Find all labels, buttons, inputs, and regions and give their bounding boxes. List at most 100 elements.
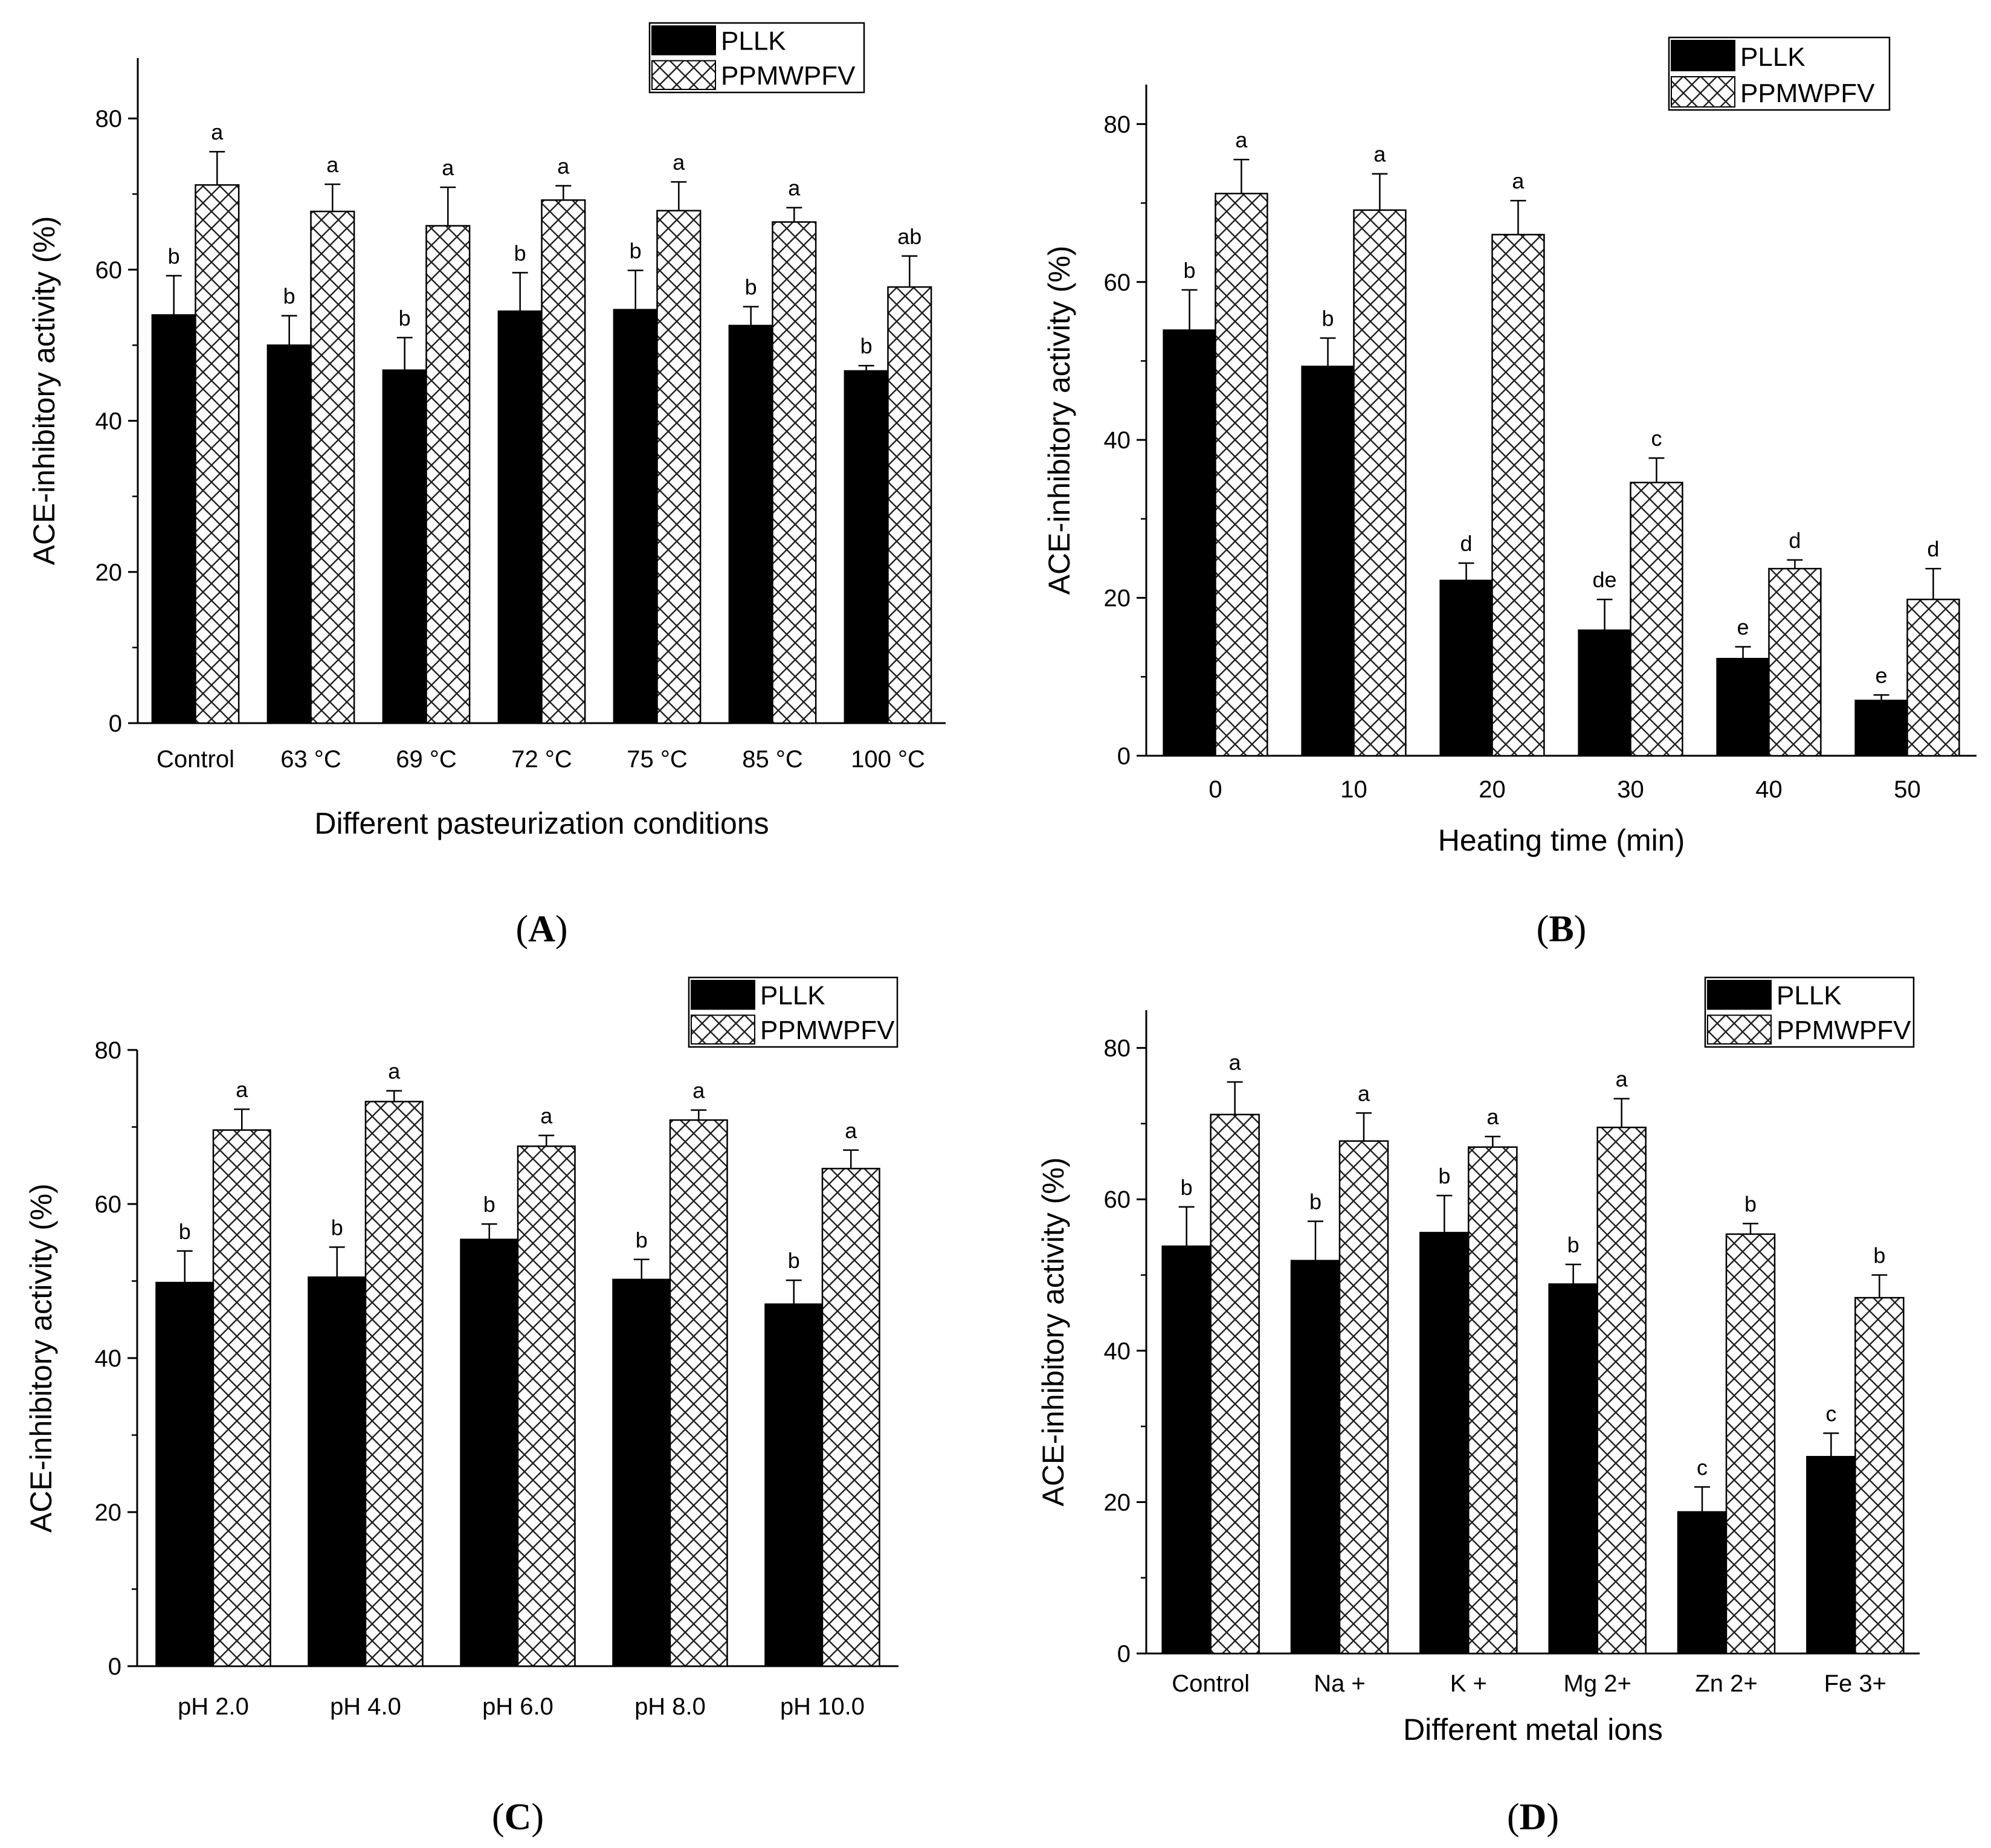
bar-pllk (1578, 629, 1631, 757)
bar-ppmwpfv (1215, 193, 1268, 757)
significance-letter: b (514, 240, 526, 265)
panel-D: 0 20 40 60 80 b a Control b a Na + b a K + b a Mg 2+ c b Zn… (1036, 976, 1920, 1838)
bar-ppmwpfv (1854, 1296, 1905, 1655)
bar-ppmwpfv (1768, 567, 1822, 757)
x-tick-label: Control (1172, 1670, 1250, 1697)
significance-letter: b (745, 275, 757, 300)
significance-letter: b (1567, 1232, 1580, 1257)
significance-letter: b (788, 1248, 800, 1273)
legend-label: PPMWPFV (1740, 79, 1875, 108)
legend-label: PLLK (1776, 981, 1842, 1011)
bar-pllk (1806, 1455, 1856, 1655)
bar-ppmwpfv (887, 286, 932, 724)
y-tick-label: 0 (1117, 743, 1131, 770)
bar-pllk (155, 1281, 215, 1667)
x-tick-label: 75 °C (627, 746, 688, 773)
bar-ppmwpfv (669, 1119, 728, 1667)
bar-ppmwpfv (1353, 209, 1407, 757)
bar-pllk (266, 344, 312, 724)
significance-letter: b (1184, 258, 1196, 283)
significance-letter: c (1651, 426, 1662, 451)
y-tick-label: 20 (1104, 1489, 1131, 1516)
x-tick-label: 40 (1755, 776, 1783, 803)
panel-letter: B (1549, 909, 1573, 950)
y-tick-label: 60 (95, 257, 123, 283)
y-tick-label: 20 (1104, 585, 1131, 612)
bar-pllk (1716, 657, 1770, 757)
x-tick-label: Fe 3+ (1824, 1670, 1886, 1697)
significance-letter: b (1181, 1175, 1193, 1200)
x-tick-label: 69 °C (396, 746, 457, 773)
bar-pllk (1677, 1511, 1728, 1655)
y-tick-label: 80 (95, 1037, 122, 1064)
x-tick-label: 50 (1894, 776, 1921, 803)
x-tick-label: 30 (1617, 776, 1644, 803)
bar-pllk (1290, 1260, 1341, 1655)
bar-ppmwpfv (1725, 1233, 1776, 1655)
bar-pllk (612, 1278, 671, 1667)
significance-letter: b (483, 1192, 495, 1217)
bar-ppmwpfv (195, 184, 240, 724)
bar-ppmwpfv (772, 221, 817, 724)
panel-letter: D (1520, 1797, 1547, 1838)
panel-label: (C) (492, 1797, 544, 1838)
bar-pllk (497, 310, 543, 724)
panel-label: (B) (1537, 909, 1587, 950)
x-tick-label: K + (1450, 1670, 1487, 1697)
significance-letter: a (1358, 1081, 1370, 1106)
legend-label: PLLK (760, 981, 825, 1011)
significance-letter: a (326, 152, 339, 177)
bar-pllk (1161, 1245, 1212, 1655)
bar-ppmwpfv (425, 225, 471, 724)
bar-ppmwpfv (821, 1168, 880, 1667)
panel-B: 0 20 40 60 80 b a 0 b a 10 d a 20 de c 30 e d 40 e d 50 Heating… (1042, 36, 1976, 950)
legend-label: PPMWPFV (1776, 1016, 1911, 1045)
bar-pllk (728, 324, 773, 724)
bar-pllk (1163, 329, 1216, 757)
y-tick-label: 40 (95, 1345, 122, 1372)
significance-letter: a (540, 1104, 553, 1128)
significance-letter: b (168, 243, 180, 268)
significance-letter: e (1737, 615, 1749, 640)
significance-letter: a (1486, 1104, 1499, 1129)
bar-ppmwpfv (541, 199, 586, 724)
bar-ppmwpfv (1468, 1146, 1518, 1655)
legend-label: PPMWPFV (760, 1016, 895, 1045)
y-tick-label: 40 (1104, 427, 1131, 454)
bar-pllk (460, 1238, 519, 1667)
significance-letter: b (860, 333, 873, 358)
legend-swatch-pllk (691, 980, 755, 1010)
panel-C: 0 20 40 60 80 b a pH 2.0 b a pH 4.0 b a pH 6.0 b a pH 8.… (24, 976, 899, 1838)
y-tick-label: 0 (108, 1653, 121, 1680)
y-tick-label: 80 (1104, 111, 1131, 138)
legend-swatch-ppmwpfv (651, 60, 716, 90)
significance-letter: a (388, 1059, 401, 1084)
legend-label: PPMWPFV (721, 61, 856, 91)
y-tick-label: 0 (1117, 1641, 1131, 1667)
panel-label: (D) (1507, 1797, 1559, 1838)
x-tick-label: 100 °C (851, 746, 925, 773)
significance-letter: b (283, 284, 295, 309)
x-tick-label: 85 °C (742, 746, 803, 773)
bar-ppmwpfv (1906, 598, 1960, 757)
significance-letter: b (630, 239, 642, 263)
bar-pllk (764, 1303, 824, 1667)
bar-ppmwpfv (212, 1129, 271, 1667)
x-tick-label: 20 (1479, 776, 1506, 803)
y-tick-label: 20 (95, 559, 123, 586)
significance-letter: a (1512, 169, 1525, 193)
significance-letter: a (845, 1118, 857, 1143)
y-tick-label: 80 (95, 106, 123, 132)
panel-letter: C (505, 1797, 532, 1838)
y-tick-label: 20 (95, 1499, 122, 1526)
legend-label: PLLK (721, 27, 786, 56)
x-tick-label: pH 2.0 (178, 1693, 249, 1720)
significance-letter: b (636, 1228, 648, 1252)
y-tick-label: 60 (1104, 269, 1131, 296)
bar-ppmwpfv (364, 1101, 424, 1667)
significance-letter: e (1876, 663, 1888, 687)
legend-swatch-pllk (1671, 40, 1735, 71)
y-tick-label: 80 (1104, 1035, 1131, 1062)
y-tick-label: 40 (1104, 1338, 1131, 1365)
